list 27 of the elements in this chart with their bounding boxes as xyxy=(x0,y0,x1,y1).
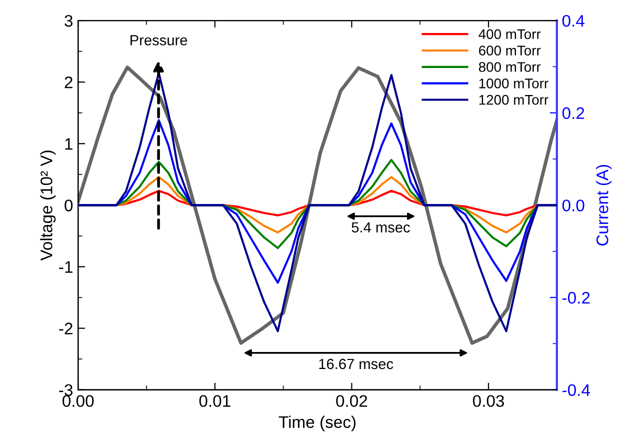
y-tick-label: 0 xyxy=(64,200,73,212)
legend-label: 400 mTorr xyxy=(478,29,541,40)
y-axis-title: Voltage (10² V) xyxy=(40,150,56,261)
annotation: Pressure xyxy=(130,35,188,46)
annotation: 5.4 msec xyxy=(352,222,410,232)
y-tick-label: -3 xyxy=(59,384,73,396)
y-tick-label: -2 xyxy=(59,322,72,334)
legend-label: 1200 mTorr xyxy=(479,94,548,105)
y2-tick-label: 0.2 xyxy=(562,107,584,120)
legend-label: 600 mTorr xyxy=(479,46,541,56)
legend-label: 1000 mTorr xyxy=(479,78,548,88)
x-axis-title: Time (sec) xyxy=(278,416,356,432)
y-tick-label: -1 xyxy=(59,261,72,273)
y2-tick-label: -0.2 xyxy=(562,292,590,304)
x-tick-label: 0.02 xyxy=(336,395,368,407)
y-tick-label: 3 xyxy=(64,14,73,27)
annotation: 16.67 msec xyxy=(319,358,394,370)
x-tick-label: 0.00 xyxy=(62,395,94,407)
y2-tick-label: -0.4 xyxy=(562,384,590,396)
y2-tick-label: 0.0 xyxy=(562,200,584,212)
y2-axis-title: Current (A) xyxy=(596,164,612,246)
y2-tick-label: 0.4 xyxy=(562,14,584,27)
y-tick-label: 2 xyxy=(64,76,72,88)
legend-label: 800 mTorr xyxy=(478,62,541,72)
x-tick-label: 0.01 xyxy=(199,395,230,407)
y-tick-label: 1 xyxy=(65,138,72,150)
x-tick-label: 0.03 xyxy=(472,395,504,407)
